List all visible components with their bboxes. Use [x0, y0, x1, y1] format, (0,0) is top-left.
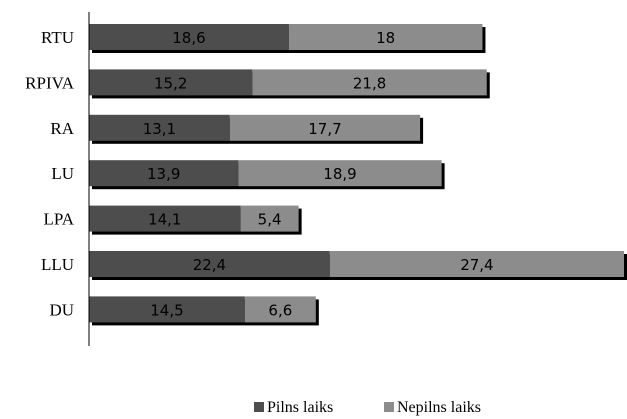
category-label-rtu: RTU: [41, 28, 74, 47]
value-label-lu-nepilns-laiks: 18,9: [323, 165, 356, 183]
value-label-rpiva-nepilns-laiks: 21,8: [353, 74, 386, 92]
value-label-ra-pilns-laiks: 13,1: [143, 120, 176, 138]
bar-layer: RTU 18,6 18 RPIVA 15,2 21,8 RA 13,1 17,7 LU 13,9 18…: [25, 24, 627, 326]
bar-rtu-pilns-laiks: [89, 24, 289, 50]
bar-rtu-nepilns-laiks: [288, 24, 483, 50]
value-label-llu-nepilns-laiks: 27,4: [460, 256, 493, 274]
category-label-ra: RA: [50, 119, 74, 138]
bar-ra-nepilns-laiks: [229, 114, 421, 141]
value-label-rtu-pilns-laiks: 18,6: [172, 29, 205, 47]
legend: Pilns laiks Nepilns laiks: [254, 399, 481, 416]
value-label-ra-nepilns-laiks: 17,7: [308, 120, 341, 138]
bar-lu-pilns-laiks: [89, 160, 239, 187]
legend-swatch-pilns-laiks: [254, 402, 264, 412]
value-label-rpiva-pilns-laiks: 15,2: [154, 74, 187, 92]
legend-swatch-nepilns-laiks: [384, 402, 394, 412]
category-label-llu: LLU: [41, 255, 74, 274]
value-label-du-pilns-laiks: 14,5: [150, 301, 183, 319]
category-label-lpa: LPA: [43, 210, 74, 229]
bar-rpiva-nepilns-laiks: [252, 69, 487, 96]
value-label-rtu-nepilns-laiks: 18: [376, 29, 395, 47]
legend-label-nepilns-laiks: Nepilns laiks: [397, 399, 481, 416]
bar-du-nepilns-laiks: [244, 296, 316, 323]
value-label-lpa-nepilns-laiks: 5,4: [258, 211, 282, 229]
bar-rpiva-pilns-laiks: [89, 69, 253, 96]
bar-lu-nepilns-laiks: [238, 160, 442, 187]
value-label-lu-pilns-laiks: 13,9: [147, 165, 180, 183]
bar-llu-pilns-laiks: [89, 251, 330, 277]
bar-ra-pilns-laiks: [89, 114, 230, 141]
bar-llu-nepilns-laiks: [329, 251, 624, 277]
legend-label-pilns-laiks: Pilns laiks: [267, 399, 333, 416]
category-label-rpiva: RPIVA: [25, 73, 75, 92]
value-label-llu-pilns-laiks: 22,4: [193, 256, 226, 274]
value-label-lpa-pilns-laiks: 14,1: [148, 211, 181, 229]
bar-du-pilns-laiks: [89, 296, 245, 323]
category-label-lu: LU: [51, 164, 74, 183]
category-label-du: DU: [49, 300, 74, 319]
value-label-du-nepilns-laiks: 6,6: [268, 301, 292, 319]
bar-lpa-nepilns-laiks: [240, 205, 299, 232]
bar-lpa-pilns-laiks: [89, 205, 241, 232]
